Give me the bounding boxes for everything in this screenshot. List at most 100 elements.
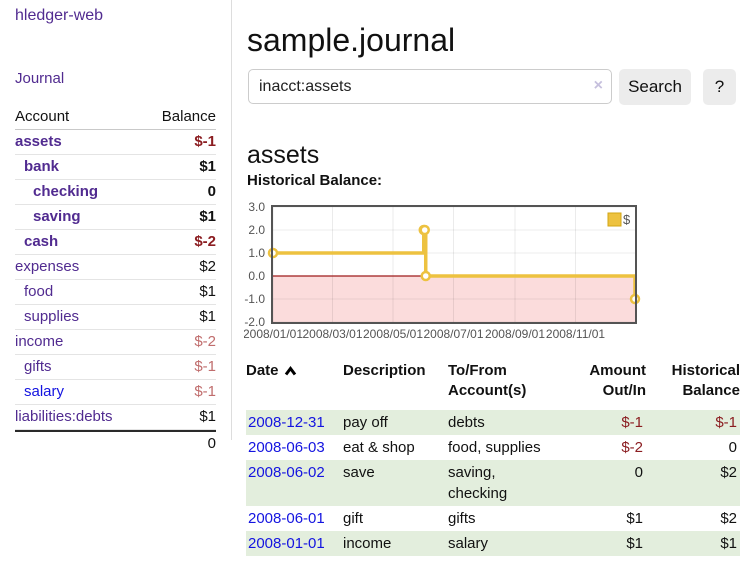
transaction-amount: $1 <box>626 510 643 527</box>
transaction-row: 2008-01-01 income salary $1 $1 <box>246 531 740 556</box>
account-row-saving: saving $1 <box>15 205 216 230</box>
transaction-description: eat & shop <box>343 439 415 456</box>
account-link[interactable]: saving <box>33 208 81 225</box>
account-link[interactable]: bank <box>24 158 60 175</box>
transaction-date-link[interactable]: 2008-06-03 <box>248 439 325 456</box>
svg-text:3.0: 3.0 <box>248 202 265 214</box>
svg-text:2008/07/01: 2008/07/01 <box>423 327 483 341</box>
transaction-amount: $1 <box>626 535 643 552</box>
transaction-accounts: saving, checking <box>448 464 508 502</box>
transactions-table: Date Description To/From Account(s) Amou… <box>246 361 740 556</box>
account-row-bank: bank $1 <box>15 155 216 180</box>
account-row-salary: salary $-1 <box>15 380 216 405</box>
description-column-header: Description <box>343 362 426 379</box>
account-balance: $1 <box>199 408 216 425</box>
historical-balance-chart: 3.0 2.0 1.0 0.0 -1.0 -2.0 2008/01/01 2008/03/01… <box>243 200 742 344</box>
account-link[interactable]: supplies <box>24 308 80 325</box>
account-balance: $1 <box>199 208 216 225</box>
account-link[interactable]: checking <box>33 183 99 200</box>
account-balance: $2 <box>199 258 216 275</box>
accounts-table-body: assets $-1 bank $1 checking 0 saving $1 cash $-2 e… <box>15 130 216 430</box>
svg-text:2008/11/01: 2008/11/01 <box>546 327 605 341</box>
account-balance: $1 <box>199 283 216 300</box>
account-page-heading: assets <box>247 140 320 169</box>
account-row-supplies: supplies $1 <box>15 305 216 330</box>
account-link[interactable]: gifts <box>24 358 52 375</box>
transaction-date-cell: 2008-01-01 <box>246 533 343 554</box>
svg-text:-2.0: -2.0 <box>244 315 265 329</box>
svg-text:2008/01/01: 2008/01/01 <box>244 327 303 341</box>
transaction-amount: $-2 <box>621 439 643 456</box>
account-row-expenses: expenses $2 <box>15 255 216 280</box>
search-bar: × <box>248 69 612 104</box>
transaction-accounts: salary <box>448 535 489 552</box>
transaction-description: gift <box>343 510 364 527</box>
account-link[interactable]: income <box>15 333 64 350</box>
app-brand-link[interactable]: hledger-web <box>15 7 104 24</box>
account-balance: $1 <box>199 158 216 175</box>
search-button[interactable]: Search <box>619 69 691 105</box>
transaction-date-cell: 2008-06-03 <box>246 437 343 458</box>
account-link[interactable]: expenses <box>15 258 80 275</box>
help-button[interactable]: ? <box>703 69 736 105</box>
account-balance: 0 <box>207 183 216 200</box>
transaction-date-cell: 2008-12-31 <box>246 412 343 433</box>
account-link[interactable]: assets <box>15 133 62 150</box>
transaction-description: save <box>343 464 375 481</box>
accounts-total-row: 0 <box>15 430 216 455</box>
transaction-date-link[interactable]: 2008-06-02 <box>248 464 325 481</box>
svg-text:-1.0: -1.0 <box>244 292 265 306</box>
account-row-liabilities-debts: liabilities:debts $1 <box>15 405 216 430</box>
account-balance: $-2 <box>194 233 216 250</box>
account-row-cash: cash $-2 <box>15 230 216 255</box>
svg-text:1.0: 1.0 <box>248 246 265 260</box>
svg-text:2.0: 2.0 <box>248 223 265 237</box>
transaction-balance: 0 <box>728 439 737 456</box>
account-row-food: food $1 <box>15 280 216 305</box>
transaction-date-link[interactable]: 2008-01-01 <box>248 535 325 552</box>
account-link[interactable]: food <box>24 283 54 300</box>
sort-asc-icon <box>284 366 296 376</box>
account-balance: $-1 <box>194 383 216 400</box>
svg-text:2008/03/01: 2008/03/01 <box>302 327 362 341</box>
accounts-total-value: 0 <box>207 435 216 452</box>
transaction-row: 2008-06-02 save saving, checking 0 $2 <box>246 460 740 506</box>
transaction-accounts: food, supplies <box>448 439 541 456</box>
transaction-accounts: debts <box>448 414 485 431</box>
transaction-date-cell: 2008-06-01 <box>246 508 343 529</box>
transaction-date-link[interactable]: 2008-06-01 <box>248 510 325 527</box>
transaction-balance: $2 <box>720 510 737 527</box>
chart-title: Historical Balance: <box>247 172 383 189</box>
account-link[interactable]: liabilities:debts <box>15 408 113 425</box>
transaction-date-cell: 2008-06-02 <box>246 462 343 483</box>
accounts-table: Account Balance assets $-1 bank $1 checking 0… <box>15 105 216 455</box>
page-title: sample.journal <box>247 22 456 59</box>
account-link[interactable]: cash <box>24 233 59 250</box>
account-row-income: income $-2 <box>15 330 216 355</box>
sidebar-item-journal[interactable]: Journal <box>15 70 65 87</box>
account-column-header: Account <box>15 108 70 125</box>
transaction-accounts: gifts <box>448 510 476 527</box>
svg-text:0.0: 0.0 <box>248 269 265 283</box>
clear-search-icon[interactable]: × <box>593 77 603 94</box>
legend-label: $ <box>623 212 631 227</box>
account-balance: $1 <box>199 308 216 325</box>
transactions-table-body: 2008-12-31 pay off debts $-1 $-1 2008-06-03 ea… <box>246 410 740 556</box>
search-input[interactable] <box>248 69 612 104</box>
transaction-balance: $1 <box>720 535 737 552</box>
transaction-row: 2008-06-01 gift gifts $1 $2 <box>246 506 740 531</box>
account-row-assets: assets $-1 <box>15 130 216 155</box>
account-link[interactable]: salary <box>24 383 65 400</box>
transaction-balance: $2 <box>720 464 737 481</box>
legend-swatch <box>607 212 622 227</box>
transaction-amount: $-1 <box>621 414 643 431</box>
transaction-date-link[interactable]: 2008-12-31 <box>248 414 325 431</box>
account-balance: $-1 <box>194 133 216 150</box>
account-balance: $-2 <box>194 333 216 350</box>
transaction-description: pay off <box>343 414 388 431</box>
balance-column-header-main: Historical Balance <box>671 362 740 399</box>
transaction-amount: 0 <box>634 464 643 481</box>
accounts-table-header: Account Balance <box>15 105 216 130</box>
date-column-header[interactable]: Date <box>246 361 343 381</box>
svg-text:2008/05/01: 2008/05/01 <box>363 327 423 341</box>
